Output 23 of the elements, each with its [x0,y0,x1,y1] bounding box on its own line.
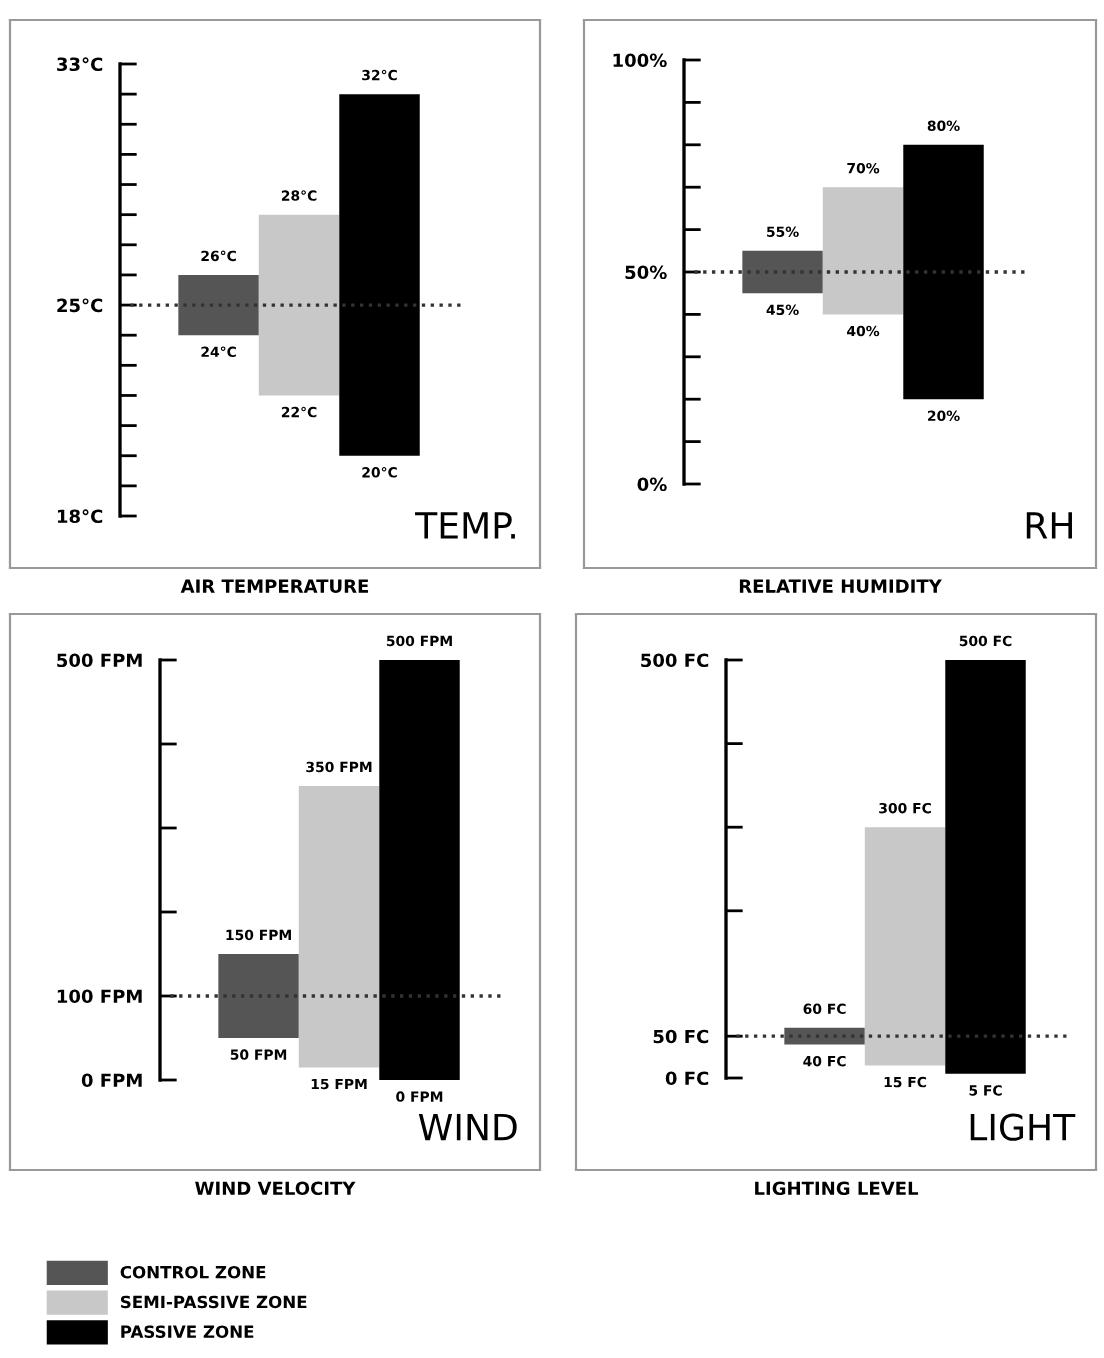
text: TEMP. [415,512,515,539]
y-tick-label: 50 FC [653,1029,709,1044]
y-tick-label: 0% [637,477,667,492]
x-axis-title: AIR TEMPERATURE [180,579,369,593]
y-tick-label: 18°C [57,509,103,524]
text: WIND [418,1113,517,1141]
y-tick-label: 100 FPM [57,989,142,1004]
text: LIGHT [970,1113,1076,1141]
y-tick-label: 33°C [57,57,103,72]
legend-label: PASSIVE ZONE [121,1325,254,1338]
legend-label: SEMI-PASSIVE ZONE [120,1295,307,1309]
y-tick-label: 0 FC [665,1071,709,1086]
legend-label: CONTROL ZONE [120,1265,266,1279]
x-axis-title: RELATIVE HUMIDITY [739,579,942,593]
y-tick-label: 500 FPM [57,653,142,668]
y-tick-label: 500 FC [641,653,709,668]
x-axis-title: LIGHTING LEVEL [755,1181,919,1196]
y-tick-label: 25°C [57,298,103,313]
x-axis-title: WIND VELOCITY [195,1181,356,1196]
text: RH [1026,512,1072,539]
y-tick-label: 50% [625,265,667,280]
y-tick-label: 100% [613,53,667,68]
y-tick-label: 0 FPM [81,1073,142,1088]
